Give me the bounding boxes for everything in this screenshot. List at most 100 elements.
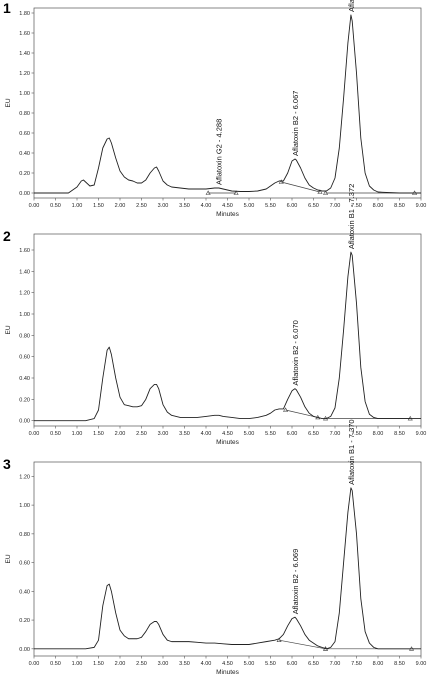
y-tick-label: 1.80 [19, 11, 30, 17]
x-tick-label: 9.00 [416, 203, 427, 209]
chromatogram-trace [34, 14, 421, 194]
x-tick-label: 8.50 [394, 203, 405, 209]
x-tick-label: 7.50 [351, 661, 362, 667]
x-tick-label: 7.00 [330, 431, 341, 437]
x-tick-label: 8.50 [394, 661, 405, 667]
y-tick-label: 0.40 [19, 151, 30, 157]
x-tick-label: 7.00 [330, 661, 341, 667]
y-tick-label: 0.40 [19, 376, 30, 382]
integration-marker [278, 179, 284, 184]
x-tick-label: 4.00 [201, 661, 212, 667]
x-axis-label: Minutes [216, 439, 240, 446]
x-tick-label: 8.50 [394, 431, 405, 437]
y-axis-label: EU [5, 554, 12, 563]
y-tick-label: 0.00 [19, 191, 30, 197]
integration-marker [233, 190, 239, 195]
y-tick-label: 1.00 [19, 503, 30, 509]
x-tick-label: 6.50 [308, 431, 319, 437]
x-tick-label: 7.00 [330, 203, 341, 209]
y-axis-label: EU [5, 325, 12, 334]
x-tick-label: 4.00 [201, 203, 212, 209]
x-tick-label: 3.50 [179, 661, 190, 667]
y-tick-label: 0.60 [19, 561, 30, 567]
panel-number: 2 [3, 228, 11, 244]
x-tick-label: 3.50 [179, 203, 190, 209]
x-tick-label: 6.00 [287, 661, 298, 667]
integration-baseline [279, 639, 326, 650]
plot-frame [33, 7, 422, 199]
x-tick-label: 0.50 [50, 431, 61, 437]
y-tick-label: 0.60 [19, 355, 30, 361]
integration-baseline [285, 409, 318, 418]
integration-marker [317, 189, 323, 194]
x-tick-label: 5.00 [244, 203, 255, 209]
y-tick-label: 0.80 [19, 333, 30, 339]
y-tick-label: 0.80 [19, 532, 30, 538]
x-tick-label: 2.50 [136, 431, 147, 437]
x-tick-label: 7.50 [351, 203, 362, 209]
x-tick-label: 4.50 [222, 203, 233, 209]
integration-baseline [281, 181, 321, 193]
x-tick-label: 6.50 [308, 203, 319, 209]
x-tick-label: 8.00 [373, 431, 384, 437]
x-tick-label: 9.00 [416, 661, 427, 667]
x-tick-label: 0.50 [50, 203, 61, 209]
y-tick-label: 1.40 [19, 51, 30, 57]
y-tick-label: 1.00 [19, 312, 30, 318]
panel-number: 3 [3, 456, 11, 472]
peak-annotation: Aflatoxin G2 - 4.288 [214, 119, 223, 185]
chromatogram-panel-2: 2 0.00 0.50 1.00 1.50 2.00 2.50 3.00 3.50 4.00 4.… [0, 184, 437, 456]
y-tick-label: 1.20 [19, 291, 30, 297]
x-tick-label: 0.00 [29, 203, 40, 209]
x-tick-label: 2.00 [115, 431, 126, 437]
x-axis-label: Minutes [216, 211, 240, 218]
x-tick-label: 1.50 [93, 431, 104, 437]
y-tick-label: 0.40 [19, 589, 30, 595]
panel-number: 1 [3, 0, 11, 16]
y-tick-label: 1.00 [19, 91, 30, 97]
peak-annotation: Aflatoxin B1 - 7.371 [347, 0, 356, 12]
y-tick-label: 0.00 [19, 647, 30, 653]
y-tick-label: 1.60 [19, 248, 30, 254]
x-tick-label: 3.50 [179, 431, 190, 437]
x-tick-label: 4.50 [222, 661, 233, 667]
x-tick-label: 6.50 [308, 661, 319, 667]
x-tick-label: 9.00 [416, 431, 427, 437]
x-tick-label: 2.50 [136, 661, 147, 667]
x-tick-label: 1.00 [72, 431, 83, 437]
x-tick-label: 8.00 [373, 661, 384, 667]
x-tick-label: 3.00 [158, 431, 169, 437]
x-tick-label: 1.00 [72, 661, 83, 667]
y-tick-label: 1.20 [19, 71, 30, 77]
plot-frame [33, 461, 422, 657]
chromatogram-panel-3: 3 0.00 0.50 1.00 1.50 2.00 2.50 3.00 3.50 4.00 4.… [0, 419, 437, 685]
y-tick-label: 0.80 [19, 111, 30, 117]
chromatogram-trace [34, 487, 421, 650]
x-tick-label: 8.00 [373, 203, 384, 209]
x-tick-label: 4.50 [222, 431, 233, 437]
peak-annotation: Aflatoxin B2 - 6.067 [291, 91, 300, 156]
x-tick-label: 0.50 [50, 661, 61, 667]
y-tick-label: 0.20 [19, 397, 30, 403]
y-tick-label: 0.20 [19, 618, 30, 624]
x-tick-label: 0.00 [29, 661, 40, 667]
chromatogram-panel-1: 1 0.00 0.50 1.00 1.50 2.00 2.50 3.00 3.50 4.00 4.… [0, 0, 437, 228]
y-tick-label: 0.20 [19, 171, 30, 177]
x-tick-label: 3.00 [158, 661, 169, 667]
x-tick-label: 2.50 [136, 203, 147, 209]
peak-annotation: Aflatoxin B1 - 7.370 [347, 419, 356, 484]
x-tick-label: 1.00 [72, 203, 83, 209]
y-tick-label: 0.60 [19, 131, 30, 137]
x-axis-label: Minutes [216, 669, 240, 676]
x-tick-label: 1.50 [93, 203, 104, 209]
peak-annotation: Aflatoxin B1 - 7.372 [347, 184, 356, 249]
y-tick-label: 1.20 [19, 474, 30, 480]
x-tick-label: 6.00 [287, 431, 298, 437]
x-tick-label: 5.50 [265, 203, 276, 209]
y-tick-label: 1.40 [19, 269, 30, 275]
chromatogram-chart: 0.00 0.50 1.00 1.50 2.00 2.50 3.00 3.50 4.00 4.50… [5, 419, 427, 676]
y-tick-label: 0.00 [19, 419, 30, 425]
peak-annotation: Aflatoxin B2 - 6.069 [291, 549, 300, 614]
x-tick-label: 3.00 [158, 203, 169, 209]
x-tick-label: 5.00 [244, 661, 255, 667]
